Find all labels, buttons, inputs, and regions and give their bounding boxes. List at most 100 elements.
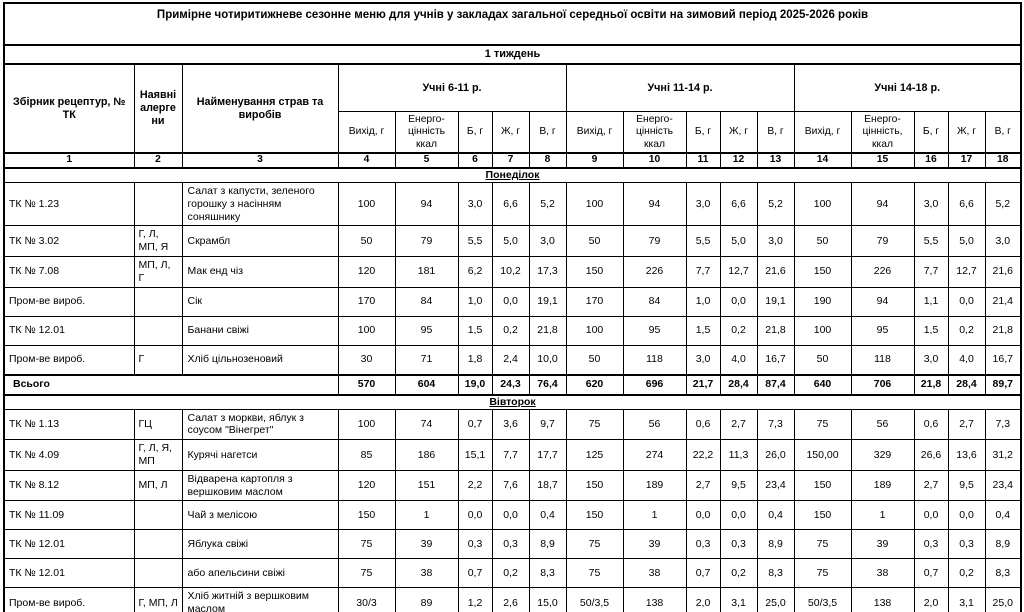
column-number: 17 <box>947 152 986 169</box>
value-cell: 75 <box>793 529 852 560</box>
value-cell: 3,0 <box>913 344 949 376</box>
monday-dish-rows: ТК № 1.23 Салат з капусти, зеленого горо… <box>3 181 1022 376</box>
total-value-cell: 28,4 <box>947 373 986 396</box>
value-cell: 6,2 <box>457 255 493 288</box>
value-cell: 2,2 <box>457 469 493 502</box>
value-cell: 0,2 <box>491 558 530 589</box>
value-cell: 0,2 <box>491 315 530 346</box>
value-cell: 38 <box>622 558 687 589</box>
value-cell: 15,0 <box>528 587 567 612</box>
value-cell: 85 <box>337 439 396 471</box>
subheader-energy-g3: Енерго-цінність, ккал <box>850 111 915 154</box>
column-number: 12 <box>719 152 758 169</box>
value-cell: 84 <box>622 286 687 317</box>
value-cell: 75 <box>565 408 624 441</box>
value-cell: 0,3 <box>719 529 758 560</box>
value-cell: 2,7 <box>719 408 758 441</box>
value-cell: 0,7 <box>457 408 493 441</box>
sub-header-row: Вихід, г Енерго-цінність ккал Б, г Ж, г … <box>4 111 1022 154</box>
value-cell: 0,4 <box>984 500 1022 531</box>
value-cell: 4,0 <box>947 344 986 376</box>
value-cell: 39 <box>394 529 459 560</box>
value-cell: 8,3 <box>984 558 1022 589</box>
value-cell: 5,0 <box>491 225 530 257</box>
recipe-number-cell: ТК № 12.01 <box>3 558 135 589</box>
value-cell: 1,5 <box>913 315 949 346</box>
value-cell: 95 <box>850 315 915 346</box>
dish-name-cell: Салат з моркви, яблук з соусом "Вінегрет… <box>181 408 339 441</box>
value-cell: 0,0 <box>491 286 530 317</box>
value-cell: 5,5 <box>685 225 721 257</box>
dish-row: ТК № 12.01 Яблука свіжі 75 39 0,3 0,3 8,… <box>3 529 1022 560</box>
value-cell: 150,00 <box>793 439 852 471</box>
column-number: 8 <box>528 152 567 169</box>
value-cell: 0,7 <box>457 558 493 589</box>
value-cell: 1,5 <box>685 315 721 346</box>
value-cell: 170 <box>337 286 396 317</box>
value-cell: 150 <box>565 469 624 502</box>
value-cell: 274 <box>622 439 687 471</box>
value-cell: 12,7 <box>947 255 986 288</box>
recipe-number-cell: ТК № 3.02 <box>3 225 135 257</box>
value-cell: 1,1 <box>913 286 949 317</box>
column-number: 16 <box>913 152 949 169</box>
recipe-number-cell: ТК № 4.09 <box>3 439 135 471</box>
value-cell: 5,0 <box>719 225 758 257</box>
value-cell: 16,7 <box>756 344 795 376</box>
dish-row: ТК № 12.01 Банани свіжі 100 95 1,5 0,2 2… <box>3 315 1022 346</box>
value-cell: 150 <box>793 255 852 288</box>
value-cell: 4,0 <box>719 344 758 376</box>
subheader-protein-g1: Б, г <box>457 111 493 154</box>
value-cell: 3,6 <box>491 408 530 441</box>
value-cell: 3,0 <box>756 225 795 257</box>
total-label-cell: Всього <box>3 373 339 396</box>
value-cell: 0,2 <box>947 558 986 589</box>
total-value-cell: 570 <box>337 373 396 396</box>
group-header-students-14-18: Учні 14-18 р. <box>793 63 1022 113</box>
value-cell: 0,6 <box>685 408 721 441</box>
dish-name-cell: Салат з капусти, зеленого горошку з насі… <box>181 181 339 227</box>
total-value-cell: 19,0 <box>457 373 493 396</box>
value-cell: 0,2 <box>719 315 758 346</box>
value-cell: 3,0 <box>685 344 721 376</box>
value-cell: 0,2 <box>719 558 758 589</box>
value-cell: 38 <box>850 558 915 589</box>
value-cell: 120 <box>337 255 396 288</box>
recipe-number-cell: ТК № 11.09 <box>3 500 135 531</box>
allergens-cell: МП, Л, Г <box>133 255 183 288</box>
subheader-protein-g3: Б, г <box>913 111 949 154</box>
dish-name-cell: Сік <box>181 286 339 317</box>
value-cell: 0,0 <box>719 286 758 317</box>
value-cell: 138 <box>850 587 915 612</box>
column-number: 15 <box>850 152 915 169</box>
total-value-cell: 76,4 <box>528 373 567 396</box>
column-header-dish: Найменування страв та виробів <box>181 63 339 154</box>
dish-row: Пром-ве вироб. Г, МП, Л Хліб житній з ве… <box>3 587 1022 612</box>
value-cell: 16,7 <box>984 344 1022 376</box>
value-cell: 0,3 <box>491 529 530 560</box>
menu-table: Примірне чотиритижневе сезонне меню для … <box>3 2 1023 612</box>
value-cell: 19,1 <box>756 286 795 317</box>
value-cell: 0,0 <box>685 500 721 531</box>
allergens-cell <box>133 558 183 589</box>
value-cell: 100 <box>337 408 396 441</box>
total-value-cell: 87,4 <box>756 373 795 396</box>
value-cell: 0,0 <box>457 500 493 531</box>
value-cell: 189 <box>850 469 915 502</box>
value-cell: 7,3 <box>756 408 795 441</box>
value-cell: 226 <box>850 255 915 288</box>
subheader-protein-g2: Б, г <box>685 111 721 154</box>
value-cell: 0,0 <box>913 500 949 531</box>
value-cell: 100 <box>793 315 852 346</box>
recipe-number-cell: ТК № 12.01 <box>3 529 135 560</box>
allergens-cell: Г, Л, МП, Я <box>133 225 183 257</box>
value-cell: 1 <box>850 500 915 531</box>
value-cell: 0,4 <box>528 500 567 531</box>
value-cell: 5,2 <box>528 181 567 227</box>
value-cell: 1,5 <box>457 315 493 346</box>
value-cell: 0,0 <box>947 286 986 317</box>
dish-name-cell: Мак енд чіз <box>181 255 339 288</box>
value-cell: 26,6 <box>913 439 949 471</box>
value-cell: 100 <box>793 181 852 227</box>
group-header-row: Збірник рецептур, № ТК Наявні алергени Н… <box>3 63 1022 154</box>
